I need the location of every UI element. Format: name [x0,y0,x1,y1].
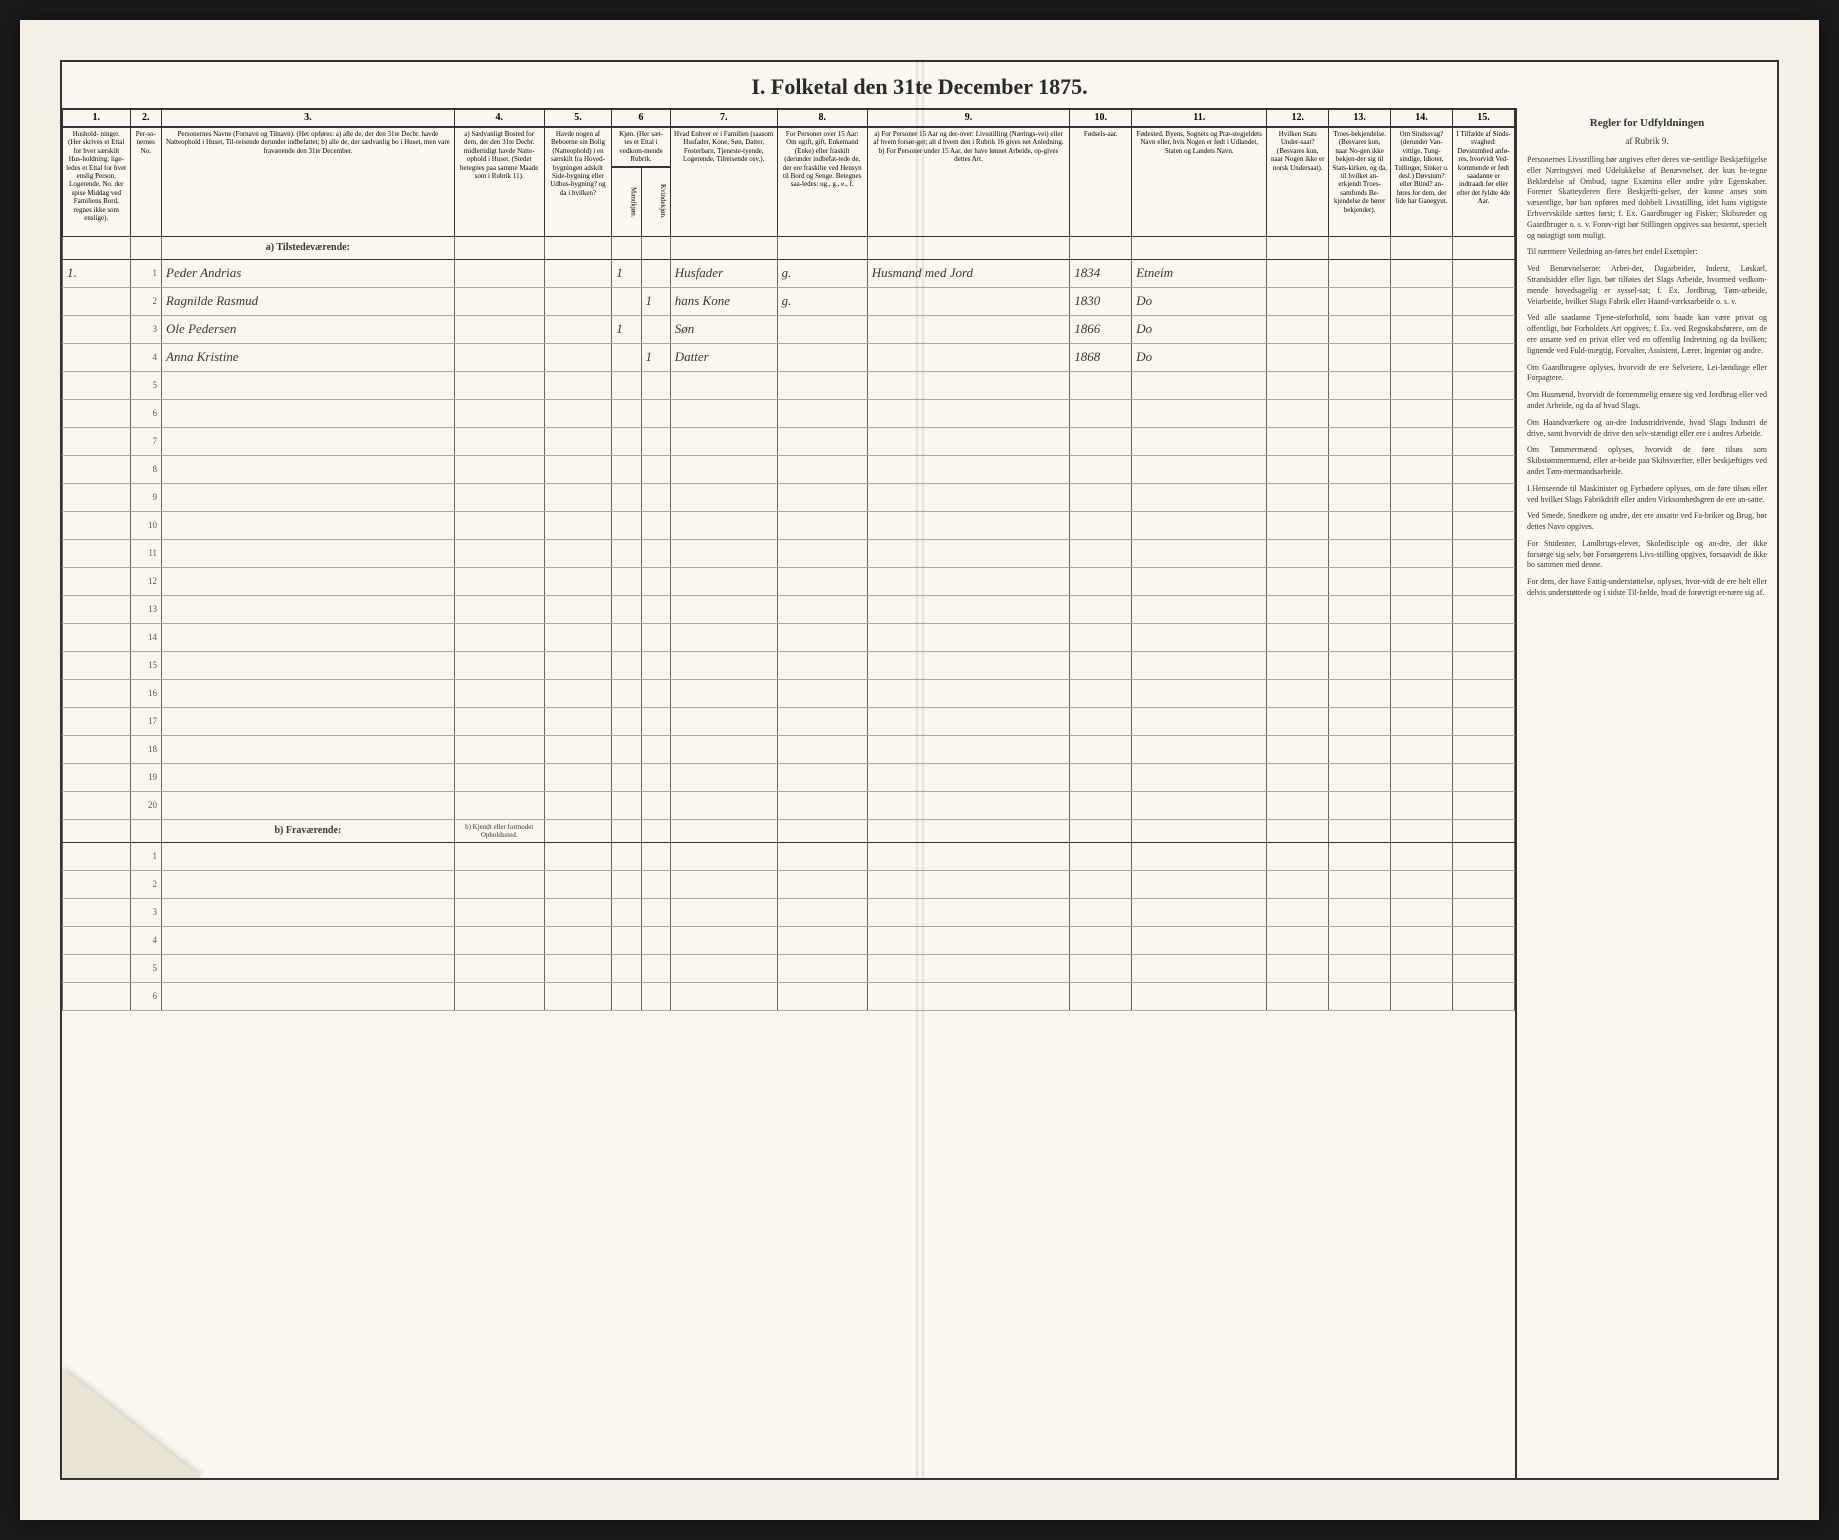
h10: Fødsels-aar. [1070,127,1132,237]
table-row: 14 [63,623,1515,651]
h1: Hushold- ninger. (Her skrives et Ettal f… [63,127,131,237]
sidebar-para: I Henseende til Maskinister og Fyrbødere… [1527,484,1767,506]
rules-sidebar: Regler for Udfyldningen af Rubrik 9. Per… [1517,108,1777,1478]
col-9: 9. [867,109,1070,127]
col-11: 11. [1132,109,1267,127]
sidebar-para: Om Husmænd, hvorvidt de fornemmelig ernæ… [1527,390,1767,412]
sidebar-para: For Studenter, Landbrugs-elever, Skoledi… [1527,539,1767,571]
h7: Hvad Enhver er i Familien (saasom Husfad… [670,127,777,237]
h2: Per-so-nernes No. [130,127,162,237]
table-row: 19 [63,763,1515,791]
table-row: 15 [63,651,1515,679]
header-table: 1. 2. 3. 4. 5. 6 7. 8. 9. 10. 11. 12. 13… [62,108,1515,237]
table-row: 12 [63,567,1515,595]
col-2: 2. [130,109,162,127]
h11: Fødested. Byens, Sognets og Præ-stegjeld… [1132,127,1267,237]
table-row: 4Anna Kristine1Datter1868Do [63,343,1515,371]
sidebar-para: Ved alle saadanne Tjene-steforhold, som … [1527,313,1767,356]
sidebar-para: Om Tømmermænd oplyses, hvorvidt de føre … [1527,445,1767,477]
table-row: 6 [63,399,1515,427]
sidebar-para: Ved Smede, Snedkere og andre, der ere an… [1527,511,1767,533]
h12: Hvilken Stats Under-saat? (Besvares kun,… [1267,127,1329,237]
table-row: 18 [63,735,1515,763]
col-14: 14. [1391,109,1453,127]
table-row: 20 [63,791,1515,819]
table-row: 1 [63,842,1515,870]
table-row: 6 [63,982,1515,1010]
h6: Kjøn. (Her sæt-tes et Ettal i vedkom-men… [612,127,671,167]
table-row: 13 [63,595,1515,623]
table-row: 3 [63,898,1515,926]
col-6: 6 [612,109,671,127]
table-area: 1. 2. 3. 4. 5. 6 7. 8. 9. 10. 11. 12. 13… [62,108,1517,1478]
col-10: 10. [1070,109,1132,127]
page-wrapper: I. Folketal den 31te December 1875. 1. 2… [20,20,1819,1520]
col-8: 8. [777,109,867,127]
page-title: I. Folketal den 31te December 1875. [62,62,1777,108]
h13: Troes-bekjendelse. (Besvares kun, naar N… [1329,127,1391,237]
table-row: 5 [63,954,1515,982]
section-a: a) Tilstedeværende: [63,237,1515,259]
h3: Personernes Navne (Fornavn og Tilnavn). … [162,127,455,237]
table-row: 2 [63,870,1515,898]
h8: For Personer over 15 Aar: Om ugift, gift… [777,127,867,237]
sidebar-para: Om Gaardbrugere oplyses, hvorvidt de ere… [1527,363,1767,385]
table-row: 5 [63,371,1515,399]
table-row: 2Ragnilde Rasmud1hans Koneg.1830Do [63,287,1515,315]
col-12: 12. [1267,109,1329,127]
col-7: 7. [670,109,777,127]
census-page: I. Folketal den 31te December 1875. 1. 2… [60,60,1779,1480]
table-row: 8 [63,455,1515,483]
table-row: 17 [63,707,1515,735]
section-b: b) Fraværende:b) Kjendt eller formodet O… [63,819,1515,842]
sidebar-sub: af Rubrik 9. [1527,135,1767,147]
h4: a) Sædvanligt Bosted for dem, der den 31… [454,127,544,237]
col-5: 5. [544,109,612,127]
sidebar-para: Til nærmere Veiledning an-føres her ende… [1527,247,1767,258]
colnum-row: 1. 2. 3. 4. 5. 6 7. 8. 9. 10. 11. 12. 13… [63,109,1515,127]
page-fold [62,1368,202,1478]
h5: Havde nogen af Beboerne sin Bolig (Natte… [544,127,612,237]
col-13: 13. [1329,109,1391,127]
content-area: 1. 2. 3. 4. 5. 6 7. 8. 9. 10. 11. 12. 13… [62,108,1777,1478]
table-row: 10 [63,511,1515,539]
h9: a) For Personer 15 Aar og der-over: Livs… [867,127,1070,237]
table-row: 9 [63,483,1515,511]
sidebar-para: Personernes Livsstilling bør angives eft… [1527,155,1767,241]
table-row: 1.1Peder Andrias1Husfaderg.Husmand med J… [63,259,1515,287]
sidebar-para: Om Haandværkere og an-dre Industridriven… [1527,418,1767,440]
table-row: 3Ole Pedersen1Søn1866Do [63,315,1515,343]
sidebar-para: Ved Benævnelserne: Arbei-der, Dagarbeide… [1527,264,1767,307]
table-row: 7 [63,427,1515,455]
table-row: 11 [63,539,1515,567]
body-table: a) Tilstedeværende:1.1Peder Andrias1Husf… [62,237,1515,1011]
sidebar-para: For dem, der have Fattig-understøttelse,… [1527,577,1767,599]
col-1: 1. [63,109,131,127]
header-row: Hushold- ninger. (Her skrives et Ettal f… [63,127,1515,167]
h15: I Tilfælde af Sinds-svaghed: Døvstumhed … [1452,127,1514,237]
table-row: 4 [63,926,1515,954]
col-15: 15. [1452,109,1514,127]
h6b: Kvindekjøn. [641,167,670,237]
table-row: 16 [63,679,1515,707]
sidebar-title: Regler for Udfyldningen [1527,116,1767,131]
h14: Om Sindssvag? (derunder Van-vittige, Tun… [1391,127,1453,237]
h6a: Mandkjøn. [612,167,641,237]
col-3: 3. [162,109,455,127]
col-4: 4. [454,109,544,127]
